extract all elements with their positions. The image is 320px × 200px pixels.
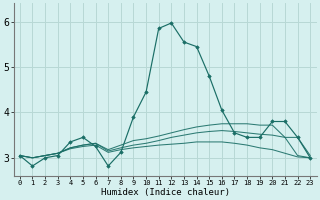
X-axis label: Humidex (Indice chaleur): Humidex (Indice chaleur) [100, 188, 229, 197]
